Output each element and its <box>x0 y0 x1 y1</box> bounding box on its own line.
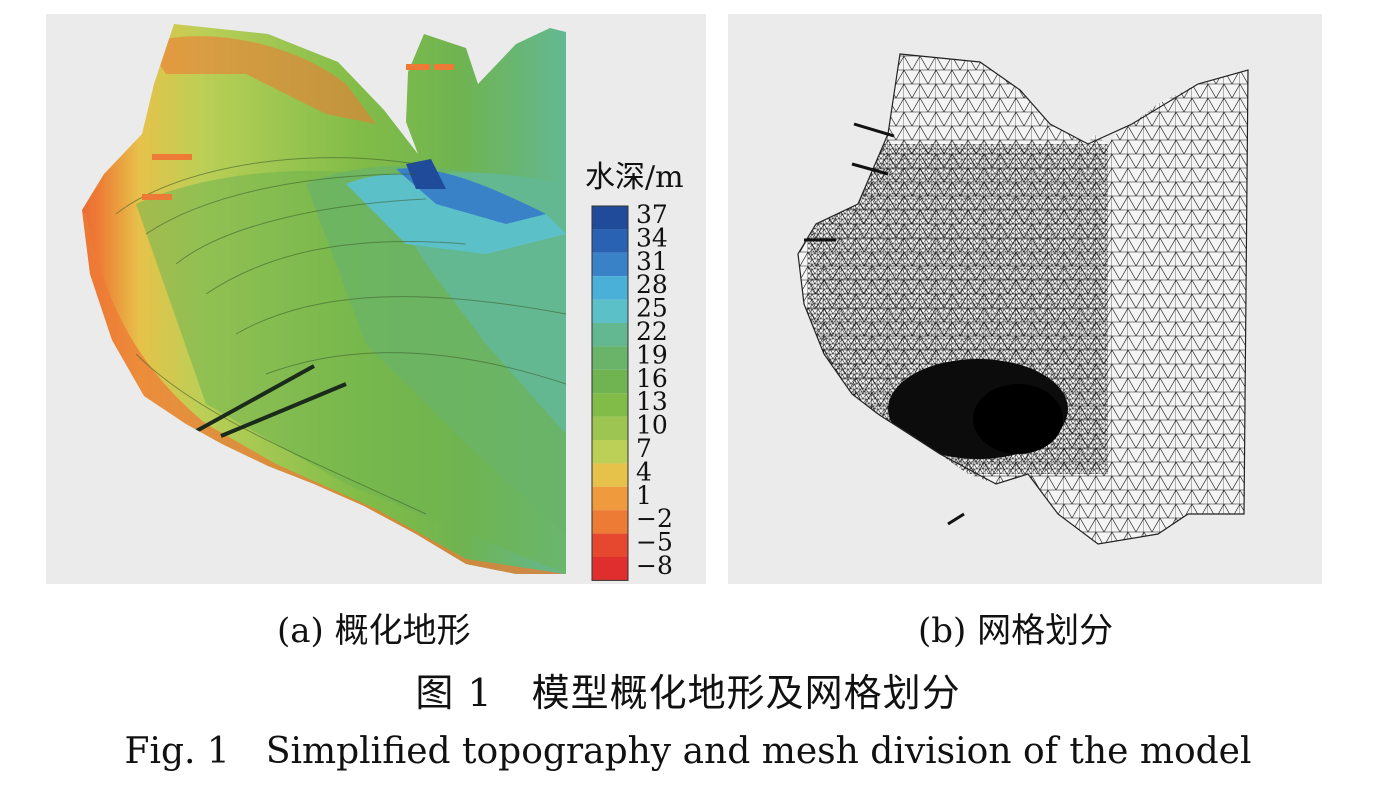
legend-tick-label: −8 <box>636 551 673 580</box>
legend-swatch <box>592 463 628 487</box>
harbor-piers <box>142 64 454 200</box>
legend-tick-label: 4 <box>636 457 652 486</box>
legend-tick-label: 22 <box>636 317 668 346</box>
legend-swatch <box>592 393 628 417</box>
legend-tick-label: 34 <box>636 223 668 252</box>
legend-swatch <box>592 346 628 370</box>
subcaption-b: (b) 网格划分 <box>918 611 1114 651</box>
legend-swatch <box>592 323 628 347</box>
legend-tick-label: 37 <box>636 200 668 229</box>
legend-tick-label: 28 <box>636 270 668 299</box>
legend-swatch <box>592 299 628 323</box>
figure-caption-chinese: 图 1 模型概化地形及网格划分 <box>415 671 961 715</box>
legend-tick-label: 31 <box>636 247 668 276</box>
legend-swatch <box>592 486 628 511</box>
legend-swatch <box>592 416 628 440</box>
topography-panel <box>46 14 706 584</box>
subcaption-a: (a) 概化地形 <box>277 611 471 651</box>
depth-contours <box>82 24 566 574</box>
legend-tick-label: 25 <box>636 294 668 323</box>
legend-tick-label: 7 <box>636 434 652 463</box>
legend-swatch <box>592 533 628 557</box>
legend-tick-label: 10 <box>636 411 668 440</box>
legend-frame <box>591 205 629 581</box>
legend-tick-label: 1 <box>636 481 652 510</box>
legend-swatch <box>592 557 628 581</box>
legend-swatch <box>592 510 628 534</box>
legend-tick-label: 16 <box>636 364 668 393</box>
legend-swatch <box>592 369 628 394</box>
mesh-triangles <box>798 54 1248 544</box>
legend-tick-label: 13 <box>636 387 668 416</box>
legend-tick-label: −5 <box>636 528 673 557</box>
mesh-piers <box>804 122 965 526</box>
topography-map <box>82 24 566 574</box>
mesh-boundary <box>797 53 1249 545</box>
legend-swatch <box>592 252 628 277</box>
mesh-map <box>797 53 1249 545</box>
legend-swatch <box>592 206 628 230</box>
mesh-panel <box>728 14 1322 584</box>
legend-swatch <box>592 440 628 464</box>
legend-swatch <box>592 276 628 300</box>
legend-tick-label: 19 <box>636 340 668 369</box>
figure-caption-english: Fig. 1 Simplified topography and mesh di… <box>124 731 1252 772</box>
legend-swatch <box>592 229 628 253</box>
legend-tick-label: −2 <box>636 504 673 533</box>
legend-title: 水深/m <box>585 160 684 195</box>
